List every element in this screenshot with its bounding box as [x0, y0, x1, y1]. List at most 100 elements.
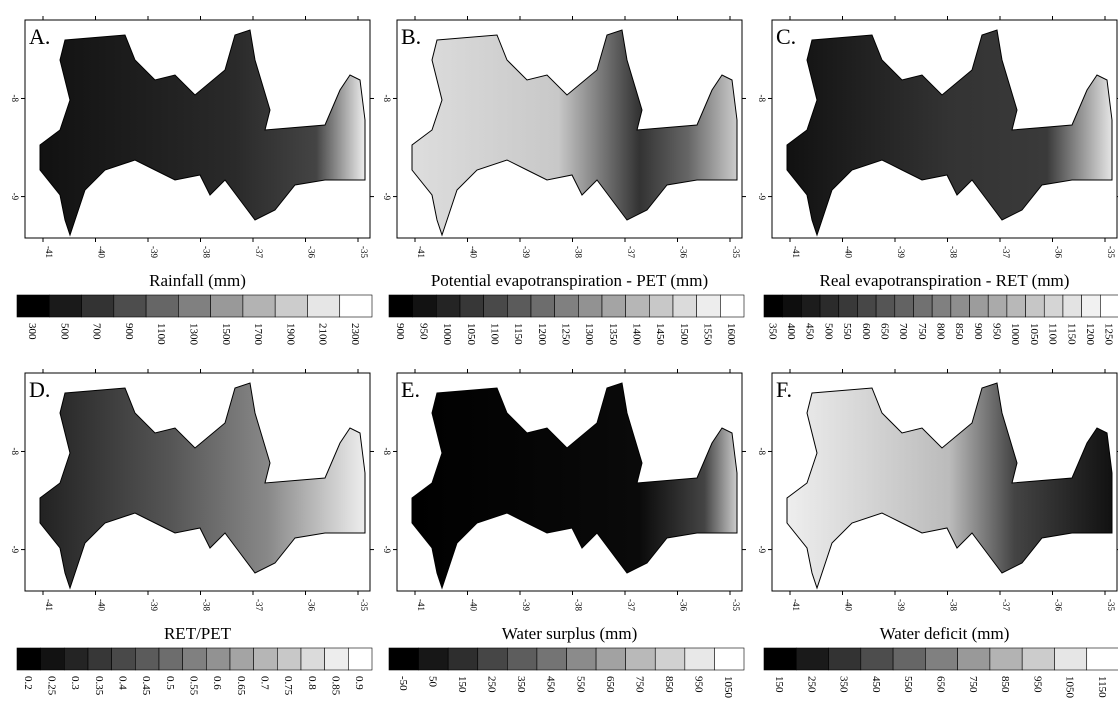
legend-label: 1050 [722, 676, 734, 699]
legend-swatch [819, 294, 840, 318]
y-tick-label: -9 [10, 193, 20, 201]
legend-swatch [672, 294, 697, 318]
legend-swatch [388, 647, 419, 671]
x-tick-label: -40 [469, 246, 479, 258]
legend-swatch [388, 294, 413, 318]
legend-label: 1250 [1103, 323, 1115, 346]
legend-swatch [763, 294, 783, 318]
legend-label: 1500 [220, 323, 232, 346]
legend-swatch [578, 294, 603, 318]
x-tick-label: -37 [626, 599, 636, 611]
legend-swatch [229, 647, 254, 671]
legend-label: 350 [766, 323, 778, 340]
legend-label: 1150 [512, 323, 524, 345]
legend-swatch [436, 294, 461, 318]
map-region [786, 382, 1113, 590]
legend-swatch [64, 647, 89, 671]
legend-swatch [206, 647, 231, 671]
legend-swatch [795, 647, 829, 671]
legend-swatch [324, 647, 349, 671]
x-tick-label: -38 [574, 599, 584, 611]
legend-label: 150 [456, 676, 468, 693]
map-panel: F. -41 -40 -39 -38 -37 -36 -35 -8 -9 Water deficit… [757, 369, 1118, 699]
legend-swatch [892, 647, 926, 671]
x-tick-label: -39 [149, 599, 159, 611]
legend-swatch [801, 294, 821, 318]
legend-label: 950 [991, 323, 1003, 340]
legend-label: 350 [838, 676, 850, 693]
y-tick-label: -8 [382, 94, 392, 102]
legend-label: 950 [693, 676, 705, 693]
x-tick-label: -41 [791, 246, 801, 258]
x-tick-label: -36 [1054, 246, 1064, 258]
legend-label: 0.3 [69, 676, 81, 690]
legend-swatch [135, 647, 160, 671]
x-tick-label: -35 [731, 599, 741, 611]
legend-label: 450 [545, 676, 557, 693]
legend-label: 350 [515, 676, 527, 693]
x-tick-label: -39 [149, 246, 159, 258]
legend-label: 0.65 [235, 676, 247, 696]
y-tick-label: -8 [757, 447, 767, 455]
x-tick-label: -36 [679, 599, 689, 611]
legend-swatch [253, 647, 278, 671]
legend-swatch [483, 294, 508, 318]
legend-label: 850 [953, 323, 965, 340]
legend-label: 1100 [155, 323, 167, 345]
legend-label: 0.2 [22, 676, 34, 690]
legend-label: -50 [397, 676, 409, 691]
legend-swatch [566, 647, 597, 671]
legend-swatch [950, 294, 970, 318]
y-tick-label: -8 [10, 94, 20, 102]
map-panel: E. -41 -40 -39 -38 -37 -36 -35 -8 -9 Water surplus… [382, 369, 746, 699]
legend-swatch [1025, 294, 1045, 318]
legend-label: 750 [916, 323, 928, 340]
legend-label: 1000 [441, 323, 453, 346]
panel-title: Water surplus (mm) [502, 624, 638, 643]
map-panel: C. -41 -40 -39 -38 -37 -36 -35 -8 -9 Real evapotra… [757, 16, 1118, 346]
y-tick-label: -8 [757, 94, 767, 102]
legend-swatch [16, 294, 50, 318]
legend-swatch [684, 647, 715, 671]
legend-swatch [1054, 647, 1088, 671]
legend-swatch [931, 294, 952, 318]
legend-label: 1050 [1028, 323, 1040, 346]
legend-label: 900 [123, 323, 135, 340]
legend-label: 700 [897, 323, 909, 340]
legend-swatch [925, 647, 958, 671]
map-region [411, 382, 738, 590]
legend-label: 950 [418, 323, 430, 340]
x-tick-label: -40 [844, 246, 854, 258]
legend-label: 0.85 [330, 676, 342, 696]
legend-label: 1450 [654, 323, 666, 346]
y-tick-label: -9 [757, 193, 767, 201]
legend-swatch [418, 647, 449, 671]
x-tick-label: -36 [1054, 599, 1064, 611]
legend-label: 0.75 [282, 676, 294, 696]
legend-swatch [989, 647, 1023, 671]
x-tick-label: -41 [44, 246, 54, 258]
legend-swatch [48, 294, 82, 318]
legend-label: 500 [822, 323, 834, 340]
legend-swatch [763, 647, 797, 671]
x-tick-label: -41 [44, 599, 54, 611]
legend-swatch [447, 647, 479, 671]
legend-label: 850 [999, 676, 1011, 693]
legend-swatch [16, 647, 41, 671]
y-tick-label: -9 [10, 546, 20, 554]
legend-label: 900 [394, 323, 406, 340]
legend-swatch [477, 647, 508, 671]
legend-label: 1900 [284, 323, 296, 346]
x-tick-label: -37 [1001, 246, 1011, 258]
legend-swatch [1086, 647, 1118, 671]
y-tick-label: -8 [382, 447, 392, 455]
legend-swatch [113, 294, 147, 318]
legend-swatch [158, 647, 183, 671]
legend-label: 2100 [317, 323, 329, 346]
legend-swatch [649, 294, 674, 318]
legend-label: 650 [604, 676, 616, 693]
legend-swatch [828, 647, 862, 671]
x-tick-label: -36 [307, 246, 317, 258]
legend-swatch [782, 294, 802, 318]
legend-label: 150 [773, 676, 785, 693]
